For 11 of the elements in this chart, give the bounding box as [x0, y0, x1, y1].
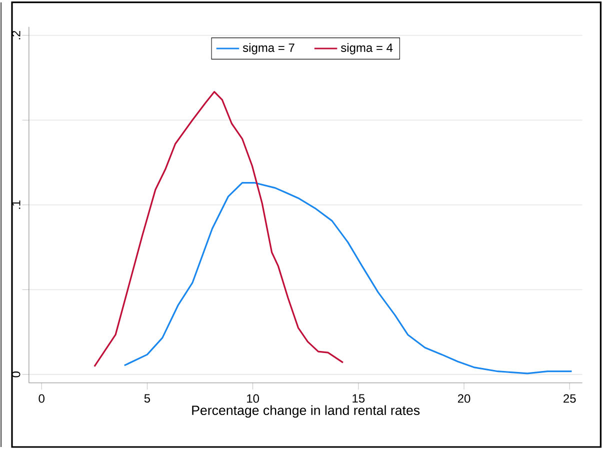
line-series	[94, 91, 344, 368]
x-tick-label: 25	[564, 394, 576, 403]
x-axis-title: Percentage change in land rental rates	[192, 405, 420, 418]
x-tick-label: 20	[458, 394, 470, 403]
legend-label: sigma = 4	[340, 43, 393, 54]
line-series	[124, 182, 573, 374]
x-tick-label: 0	[38, 394, 44, 403]
x-tick-label: 15	[352, 394, 365, 403]
legend-label: sigma = 7	[242, 43, 294, 54]
x-tick-label: 5	[144, 394, 150, 403]
x-tick-label: 10	[247, 394, 260, 403]
